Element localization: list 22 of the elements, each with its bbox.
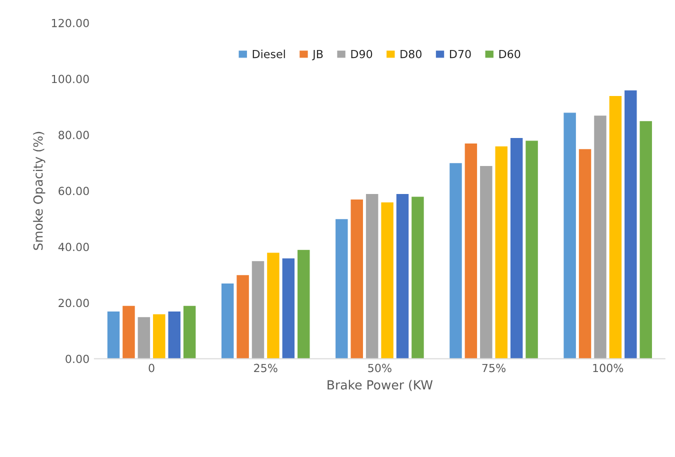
y-tick-label: 100.00 <box>52 74 89 84</box>
bar <box>296 249 310 359</box>
legend-label: D60 <box>499 50 520 58</box>
y-tick-label: 40.00 <box>58 242 89 252</box>
legend-label: D80 <box>400 50 422 58</box>
x-axis-title: Brake Power (KW <box>328 380 433 392</box>
x-tick-label: 25% <box>254 364 278 372</box>
x-tick-label: 0 <box>148 364 154 372</box>
legend-label: D70 <box>450 50 471 58</box>
x-tick-label: 100% <box>593 364 624 372</box>
y-tick-label: 0.00 <box>66 354 89 364</box>
y-tick-label: 80.00 <box>58 130 89 140</box>
x-tick-label: 50% <box>368 364 392 372</box>
y-tick-label: 60.00 <box>58 186 89 196</box>
legend-label: D90 <box>351 50 372 58</box>
x-tick-label: 75% <box>482 364 506 372</box>
y-tick-label: 20.00 <box>58 298 89 308</box>
legend-label: Diesel <box>252 50 285 58</box>
legend-label: JB <box>312 50 323 60</box>
y-axis-title: Smoke Opacity (%) <box>33 132 46 250</box>
bar <box>182 305 196 359</box>
y-tick-label: 120.00 <box>52 18 89 28</box>
